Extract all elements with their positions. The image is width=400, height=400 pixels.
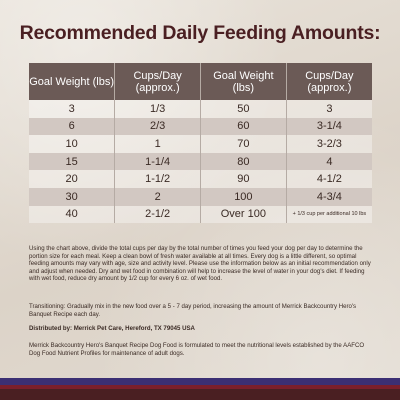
table-cell: 80 [200, 152, 287, 171]
stripe-brown [0, 389, 400, 400]
table-header-row: Goal Weight (lbs) Cups/Day (approx.) Goa… [29, 63, 372, 100]
header-goal-weight: Goal Weight (lbs) [29, 63, 116, 100]
table-cell: 2/3 [114, 117, 201, 136]
table-cell: 10 [29, 135, 116, 153]
stripe-red [0, 385, 400, 389]
stripe-blue [0, 378, 400, 385]
table-cell: 1-1/4 [114, 152, 201, 171]
header-cups-per-day: Cups/Day (approx.) [114, 63, 201, 100]
table-cell: 60 [200, 117, 287, 136]
table-row: 10 1 70 3-2/3 [29, 135, 372, 153]
table-cell: 2 [114, 187, 201, 206]
feeding-instructions: Using the chart above, divide the total … [29, 245, 371, 283]
table-cell: 100 [200, 187, 287, 206]
table-cell: 3-1/4 [286, 117, 372, 136]
aafco-statement: Merrick Backcountry Hero's Banquet Recip… [29, 342, 365, 357]
table-cell: 3 [29, 100, 116, 118]
distributor-line: Distributed by: Merrick Pet Care, Herefo… [29, 325, 195, 332]
feeding-table: Goal Weight (lbs) Cups/Day (approx.) Goa… [29, 63, 372, 224]
table-cell: Over 100 [200, 205, 287, 224]
table-cell: 1 [114, 135, 201, 153]
table-row: 20 1-1/2 90 4-1/2 [29, 170, 372, 188]
table-cell: 4-3/4 [286, 187, 372, 206]
page-title: Recommended Daily Feeding Amounts: [19, 22, 381, 44]
transitioning-note: Transitioning: Gradually mix in the new … [29, 303, 357, 318]
additional-weight-note: + 1/3 cup per additional 10 lbs [286, 205, 372, 224]
table-cell: 50 [200, 100, 287, 118]
table-row: 40 2-1/2 Over 100 + 1/3 cup per addition… [29, 205, 372, 224]
table-cell: 20 [29, 170, 116, 188]
table-row: 30 2 100 4-3/4 [29, 187, 372, 206]
table-row: 6 2/3 60 3-1/4 [29, 117, 372, 136]
table-cell: 4 [286, 152, 372, 171]
table-cell: 70 [200, 135, 287, 153]
header-cups-per-day: Cups/Day (approx.) [286, 63, 372, 100]
table-cell: 4-1/2 [286, 170, 372, 188]
table-cell: 1/3 [114, 100, 201, 118]
table-cell: 2-1/2 [114, 205, 201, 224]
table-cell: 1-1/2 [114, 170, 201, 188]
table-cell: 3 [286, 100, 372, 118]
table-row: 15 1-1/4 80 4 [29, 152, 372, 171]
table-cell: 15 [29, 152, 116, 171]
table-cell: 90 [200, 170, 287, 188]
table-cell: 30 [29, 187, 116, 206]
decorative-stripes [0, 378, 400, 400]
table-cell: 3-2/3 [286, 135, 372, 153]
table-row: 3 1/3 50 3 [29, 100, 372, 118]
table-cell: 6 [29, 117, 116, 136]
table-cell: 40 [29, 205, 116, 224]
header-goal-weight: Goal Weight (lbs) [200, 63, 287, 100]
